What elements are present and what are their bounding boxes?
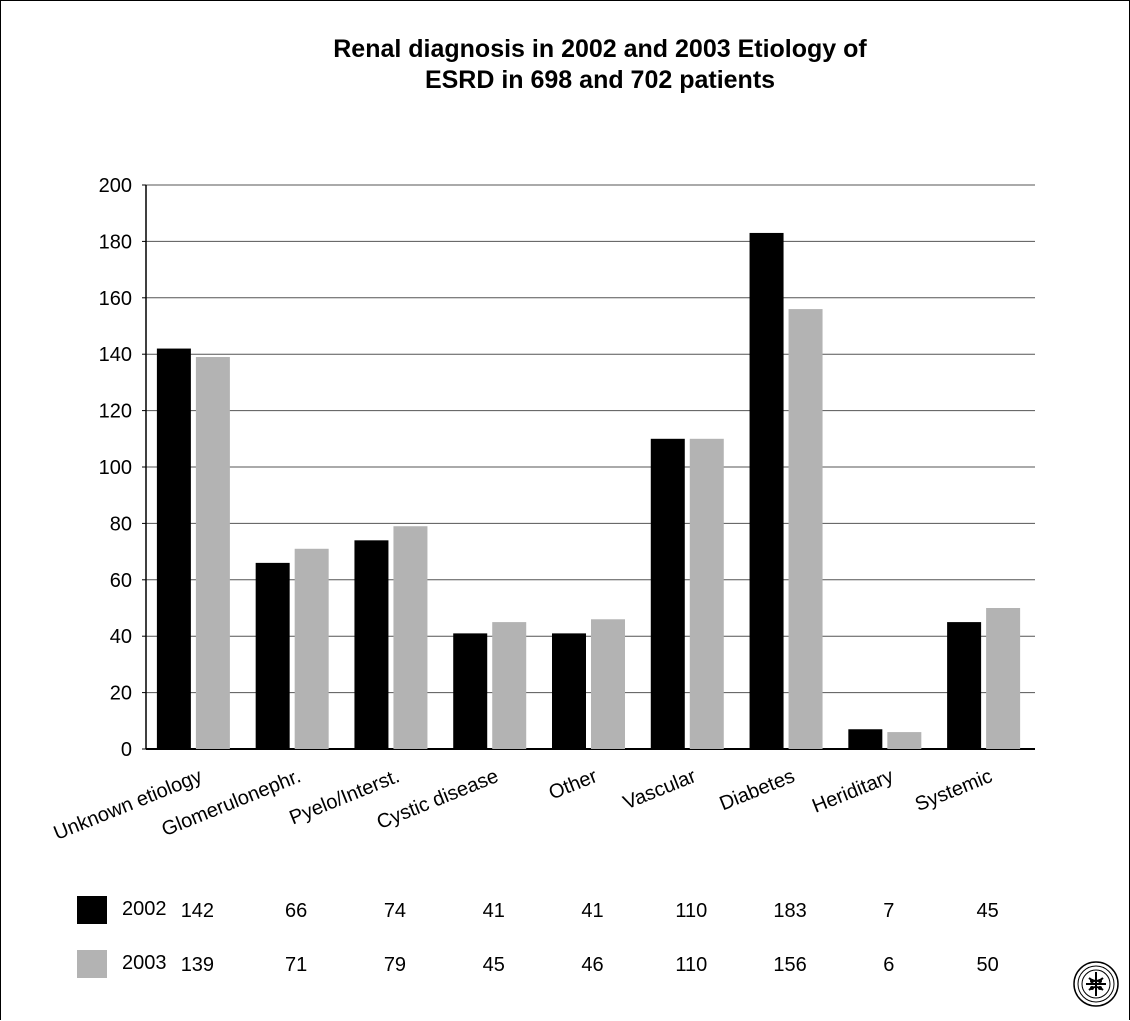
x-category-label: Vascular [620,765,699,814]
y-tick-label: 160 [99,288,132,310]
seal-logo-icon [1073,961,1119,1007]
chart-title-line-1: Renal diagnosis in 2002 and 2003 Etiolog… [333,35,867,63]
bar-2003 [195,357,230,749]
chart-title: Renal diagnosis in 2002 and 2003 Etiolog… [200,34,1000,96]
bar-2003 [689,438,724,749]
y-tick-label: 40 [110,626,132,648]
y-tick-label: 0 [121,739,132,761]
grid-lines [146,184,1035,694]
y-tick-label: 120 [99,401,132,423]
bar-2002 [650,438,685,749]
bar-2003 [986,608,1021,749]
chart-title-line-2: ESRD in 698 and 702 patients [424,66,776,94]
y-tick-label: 180 [99,231,132,253]
bar-2003 [294,548,329,749]
y-tick-label: 60 [110,570,132,592]
bar-2002 [947,622,982,749]
bar-2003 [591,619,625,749]
x-category-label: Other [546,765,601,804]
x-category-label: Diabetes [716,765,797,815]
bar-2003 [393,526,428,749]
bar-2003 [492,622,527,749]
bar-2003 [887,732,922,749]
bar-2002 [156,348,191,749]
bar-2003 [788,309,823,749]
y-tick-label: 80 [110,513,132,535]
bar-2002 [749,232,784,749]
x-category-label: Heriditary [809,765,897,817]
bar-2002 [848,729,883,749]
bar-2002 [255,562,290,749]
y-tick-label: 200 [99,175,132,197]
bars [156,232,1021,749]
y-tick-label: 20 [110,683,132,705]
y-tick-label: 100 [99,457,132,479]
bar-2002 [354,540,389,749]
bar-2002 [453,633,488,749]
x-category-label: Systemic [912,765,995,816]
bar-2002 [552,633,586,749]
axes [142,184,1035,750]
y-tick-label: 140 [99,344,132,366]
